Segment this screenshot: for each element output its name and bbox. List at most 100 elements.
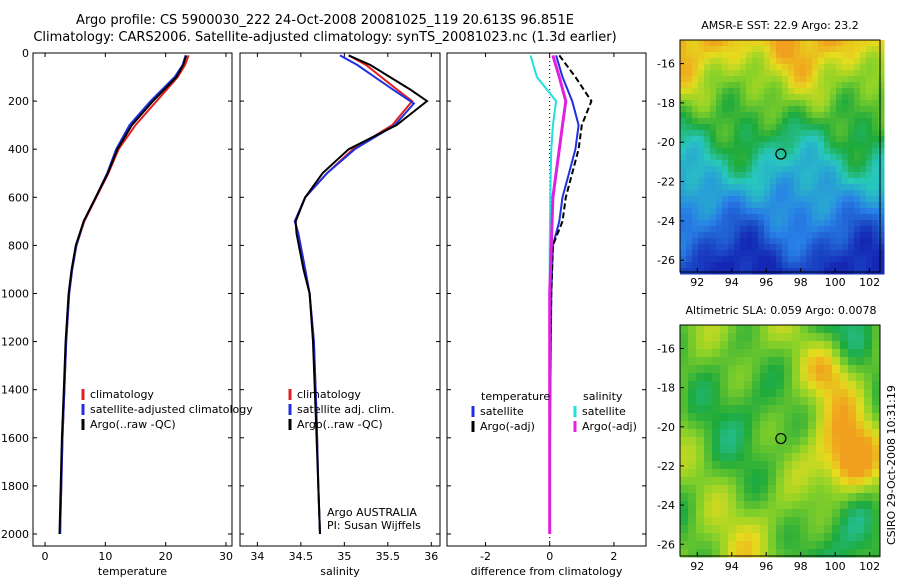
sst-cell — [758, 214, 765, 221]
sst-cell — [752, 202, 759, 209]
sst-cell — [692, 220, 699, 227]
sst-cell — [878, 130, 885, 137]
sst-cell — [704, 160, 711, 167]
sst-cell — [764, 64, 771, 71]
sla-cell — [720, 445, 729, 454]
sla-cell — [808, 413, 817, 422]
sla-cell — [744, 397, 753, 406]
sla-cell — [752, 493, 761, 502]
sst-cell — [836, 46, 843, 53]
sla-cell — [712, 357, 721, 366]
sla-cell — [808, 445, 817, 454]
temperature-legend-label: climatology — [90, 388, 154, 401]
sst-cell — [854, 208, 861, 215]
sst-cell — [722, 256, 729, 263]
sla-cell — [744, 325, 753, 334]
sla-cell — [848, 525, 857, 534]
sst-cell — [734, 136, 741, 143]
sst-cell — [800, 232, 807, 239]
sla-cell — [872, 541, 881, 550]
sst-cell — [680, 172, 687, 179]
sla-cell — [784, 421, 793, 430]
sla-cell — [712, 381, 721, 390]
sla-cell — [736, 349, 745, 358]
sst-cell — [746, 202, 753, 209]
sla-cell — [712, 389, 721, 398]
sla-cell — [728, 405, 737, 414]
sla-cell — [832, 437, 841, 446]
sst-cell — [728, 46, 735, 53]
sst-cell — [722, 118, 729, 125]
sst-cell — [734, 220, 741, 227]
sst-cell — [722, 232, 729, 239]
sst-cell — [758, 70, 765, 77]
sst-cell — [842, 106, 849, 113]
sst-cell — [698, 178, 705, 185]
sst-cell — [782, 250, 789, 257]
sla-cell — [784, 397, 793, 406]
sst-cell — [818, 202, 825, 209]
sla-cell — [680, 445, 689, 454]
sst-cell — [788, 202, 795, 209]
sst-cell — [692, 232, 699, 239]
sst-cell — [872, 160, 879, 167]
sst-cell — [752, 256, 759, 263]
sla-cell — [872, 445, 881, 454]
sla-cell — [832, 501, 841, 510]
sla-cell — [808, 333, 817, 342]
sla-cell — [720, 541, 729, 550]
sst-cell — [680, 40, 687, 47]
sst-cell — [848, 214, 855, 221]
sst-cell — [764, 106, 771, 113]
sla-cell — [728, 533, 737, 542]
sla-cell — [800, 541, 809, 550]
sla-cell — [776, 485, 785, 494]
sst-cell — [836, 226, 843, 233]
sst-cell — [872, 154, 879, 161]
sst-cell — [794, 106, 801, 113]
sst-cell — [686, 136, 693, 143]
sla-cell — [736, 357, 745, 366]
sla-cell — [752, 349, 761, 358]
sst-xtick-label: 96 — [759, 276, 773, 289]
sst-cell — [776, 166, 783, 173]
sst-cell — [818, 166, 825, 173]
sst-cell — [866, 244, 873, 251]
sst-cell — [758, 40, 765, 47]
sst-cell — [818, 106, 825, 113]
sst-cell — [770, 160, 777, 167]
sst-cell — [740, 208, 747, 215]
sst-cell — [764, 40, 771, 47]
sla-cell — [832, 413, 841, 422]
sst-cell — [698, 250, 705, 257]
difference-legend-label: satellite — [480, 405, 524, 418]
sla-cell — [800, 445, 809, 454]
sst-cell — [848, 262, 855, 269]
sst-cell — [842, 268, 849, 275]
sst-cell — [722, 130, 729, 137]
sla-cell — [856, 389, 865, 398]
sst-cell — [872, 82, 879, 89]
sst-cell — [698, 40, 705, 47]
sst-cell — [878, 82, 885, 89]
sla-cell — [768, 421, 777, 430]
sst-cell — [806, 124, 813, 131]
sla-cell — [800, 389, 809, 398]
sla-cell — [848, 501, 857, 510]
sst-cell — [866, 202, 873, 209]
depth-tick-label: 200 — [8, 95, 29, 108]
sla-cell — [832, 325, 841, 334]
sla-cell — [864, 397, 873, 406]
sla-cell — [816, 517, 825, 526]
sst-cell — [710, 196, 717, 203]
sla-cell — [840, 509, 849, 518]
sst-cell — [800, 64, 807, 71]
sla-cell — [760, 445, 769, 454]
sla-cell — [736, 381, 745, 390]
sst-cell — [800, 208, 807, 215]
sla-cell — [800, 397, 809, 406]
sla-cell — [744, 485, 753, 494]
sla-cell — [768, 549, 777, 558]
sst-cell — [812, 166, 819, 173]
sst-cell — [854, 166, 861, 173]
